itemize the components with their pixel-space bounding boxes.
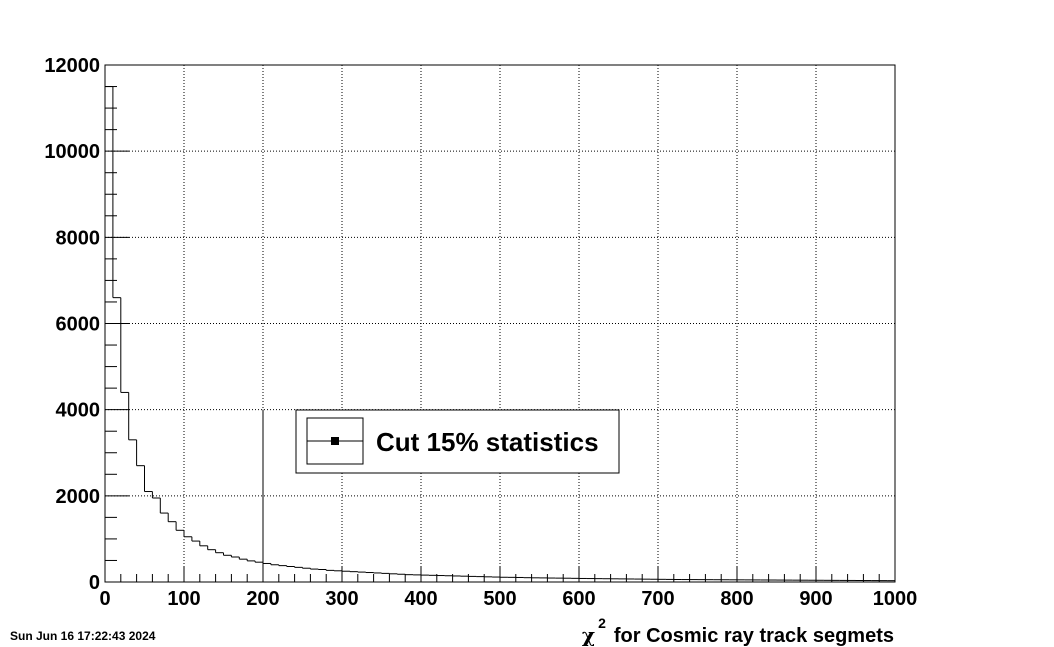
histogram-bin: [144, 465, 153, 493]
y-tick-label: 12000: [44, 55, 100, 77]
histogram-bin: [223, 552, 232, 556]
y-tick-label: 6000: [56, 314, 101, 336]
x-tick-label: 200: [246, 588, 279, 610]
histogram-bin: [254, 560, 263, 563]
histogram-series: [104, 86, 895, 582]
histogram-bin: [151, 491, 161, 499]
x-tick-label: 300: [325, 588, 358, 610]
y-tick-label: 8000: [56, 227, 101, 249]
x-tick-label: 400: [404, 588, 437, 610]
histogram-bin: [302, 567, 311, 569]
histogram-bin: [270, 563, 279, 566]
y-tick-label: 4000: [56, 400, 101, 422]
histogram-bin: [262, 562, 271, 564]
legend-marker-icon: [331, 437, 339, 445]
x-tick-label: 700: [641, 588, 674, 610]
y-tick-label: 0: [89, 572, 100, 594]
histogram-bin: [230, 555, 240, 558]
histogram-bin: [294, 566, 303, 568]
histogram-bin: [286, 565, 295, 567]
histogram-bin: [159, 497, 169, 514]
histogram-bin: [246, 559, 256, 562]
x-tick-label: 600: [562, 588, 595, 610]
histogram-bin: [199, 541, 208, 547]
x-axis-title-superscript: 2: [598, 615, 606, 631]
y-tick-label: 2000: [56, 486, 101, 508]
timestamp: Sun Jun 16 17:22:43 2024: [10, 629, 156, 643]
histogram-bin: [207, 545, 216, 551]
histogram-bin: [325, 569, 335, 571]
histogram-bin: [136, 439, 145, 467]
x-tick-label: 100: [167, 588, 200, 610]
x-tick-label: 900: [799, 588, 832, 610]
histogram-bin: [215, 549, 224, 554]
x-tick-label: 800: [720, 588, 753, 610]
x-tick-label: 500: [483, 588, 516, 610]
histogram-bin: [112, 86, 121, 299]
histogram-bin: [183, 530, 192, 538]
x-axis-title: χ 2 for Cosmic ray track segmets: [582, 615, 894, 647]
grid-lines: [105, 65, 895, 582]
x-axis-title-text: for Cosmic ray track segmets: [614, 625, 894, 647]
histogram-bin: [120, 297, 129, 393]
histogram-bin: [167, 513, 177, 523]
tick-labels: 0 100 200 300 400 500 600 700 800 900 100002000400…: [44, 55, 917, 610]
histogram-bin: [175, 521, 184, 531]
histogram-bin: [238, 557, 248, 560]
x-tick-label: 0: [99, 588, 110, 610]
y-tick-label: 10000: [44, 141, 100, 163]
x-axis-title-symbol: χ: [582, 623, 595, 647]
legend-box: Cut 15% statistics: [295, 409, 620, 474]
histogram-bin: [278, 564, 287, 567]
histogram-bin: [191, 536, 200, 542]
legend-label: Cut 15% statistics: [376, 427, 599, 457]
axis-ticks: [104, 64, 896, 583]
histogram-bin: [104, 86, 113, 582]
histogram-bin: [309, 568, 319, 570]
x-tick-label: 1000: [873, 588, 918, 610]
histogram-bin: [128, 392, 137, 441]
